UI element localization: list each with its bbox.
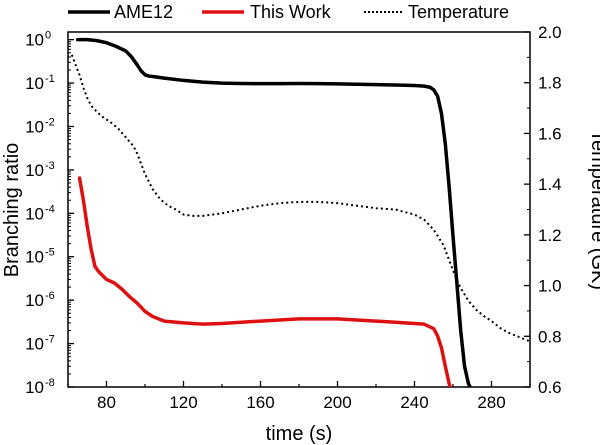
y2-tick-label: 1.4 xyxy=(538,175,562,194)
y-tick-exponent: 0 xyxy=(45,30,51,42)
x-tick-label: 80 xyxy=(97,393,116,412)
y2-tick-label: 1.8 xyxy=(538,74,562,93)
y-axis-title: Branching ratio xyxy=(1,143,23,278)
legend-label-ame12: AME12 xyxy=(114,2,173,22)
y-tick-exponent: -8 xyxy=(45,377,55,389)
y-tick-exponent: -2 xyxy=(45,116,55,128)
y2-tick-label: 1.2 xyxy=(538,226,562,245)
series-line-ame12 xyxy=(75,37,473,387)
legend-item-this-work: This Work xyxy=(202,2,332,22)
series-line-this-work xyxy=(77,176,452,387)
y2-tick-label: 0.8 xyxy=(538,327,562,346)
y-tick-label: 10 xyxy=(25,74,44,93)
legend-label-this-work: This Work xyxy=(250,2,332,22)
y-tick-label: 10 xyxy=(25,161,44,180)
x-axis-title: time (s) xyxy=(266,423,333,445)
y2-tick-label: 2.0 xyxy=(538,23,562,42)
y-tick-label: 10 xyxy=(25,117,44,136)
y-tick-label: 10 xyxy=(25,31,44,50)
legend: AME12 This Work Temperature xyxy=(68,2,509,22)
y-tick-exponent: -5 xyxy=(45,247,55,259)
y-tick-label: 10 xyxy=(25,335,44,354)
y-tick-exponent: -1 xyxy=(45,73,55,85)
x-tick-label: 160 xyxy=(246,393,274,412)
y2-tick-label: 1.6 xyxy=(538,124,562,143)
y2-tick-label: 1.0 xyxy=(538,277,562,296)
y-tick-label: 10 xyxy=(25,291,44,310)
y2-axis-title: Temperature (GK) xyxy=(587,130,600,290)
legend-item-temperature: Temperature xyxy=(364,2,509,22)
legend-label-temperature: Temperature xyxy=(408,2,509,22)
y-tick-exponent: -3 xyxy=(45,160,55,172)
y-tick-label: 10 xyxy=(25,204,44,223)
x-tick-label: 240 xyxy=(400,393,428,412)
y-tick-label: 10 xyxy=(25,248,44,267)
y-tick-label: 10 xyxy=(25,378,44,397)
y-tick-exponent: -4 xyxy=(45,203,55,215)
y-tick-exponent: -6 xyxy=(45,290,55,302)
legend-item-ame12: AME12 xyxy=(68,2,173,22)
x-tick-label: 120 xyxy=(169,393,197,412)
y-tick-exponent: -7 xyxy=(45,334,55,346)
y2-tick-label: 0.6 xyxy=(538,378,562,397)
x-tick-label: 200 xyxy=(323,393,351,412)
series-layer xyxy=(70,37,530,387)
x-tick-label: 280 xyxy=(477,393,505,412)
series-line-temperature xyxy=(70,54,530,343)
